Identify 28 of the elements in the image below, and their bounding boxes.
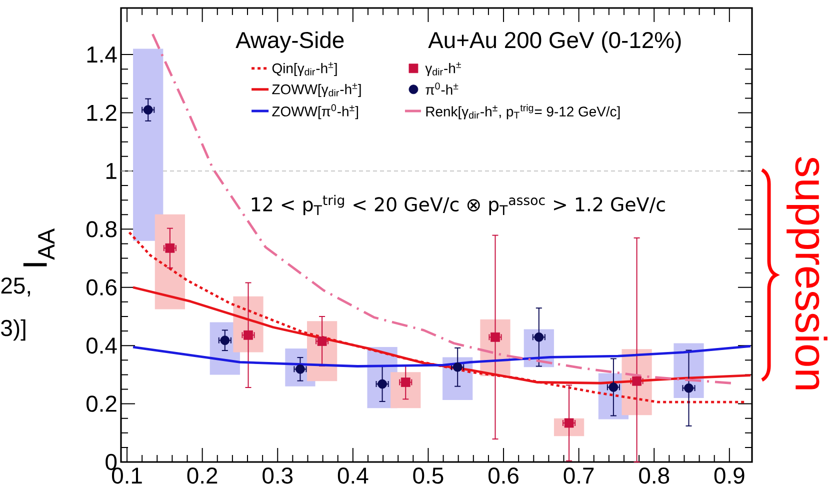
text: 25,	[1, 278, 30, 296]
legend-label: ZOWW[γ$_{dir}$-h$^{±}$]	[272, 83, 361, 98]
y-tick-label: 0.6	[86, 279, 116, 296]
legend-label: γ$_{dir}$-h$^{±}$	[425, 62, 461, 76]
legend-label: Renk[γ$_{dir}$-h$^{±}$, p$_{T}$$^{trig}$= 9-12 GeV/c]	[426, 104, 620, 120]
annotation: Au+Au 200 GeV (0-12%)	[428, 31, 681, 53]
x-tick-label: 0.8	[639, 468, 670, 484]
y-tick-label: 0.4	[86, 337, 117, 354]
y-tick-label: 0.8	[86, 221, 116, 238]
x-tick-label: 0.3	[262, 468, 293, 484]
x-tick-label: 0.9	[714, 468, 744, 484]
x-tick-label: 0.4	[338, 468, 368, 484]
y-tick-label: 0.2	[86, 396, 116, 412]
annotation: 12 < p$_{T}$$^{trig}$ < 20 GeV/c ⊗ p$_{T}$$^{assoc}$ > 1.2 GeV/c	[252, 194, 665, 216]
x-tick-label: 0.7	[564, 468, 594, 484]
x-tick-label: 0.2	[187, 468, 218, 484]
text: suppression	[786, 157, 828, 390]
text: 3)]	[1, 319, 26, 341]
y-tick-label: 1	[106, 163, 116, 179]
annotation: Away-Side	[236, 31, 344, 53]
y-tick-label: 1.4	[87, 46, 117, 62]
y-tick-label: 1.2	[87, 104, 116, 121]
y-axis-title: I$_{AA}$	[23, 228, 55, 266]
x-tick-label: 0.6	[488, 468, 518, 484]
legend-label: π$^{0}$-h$^{±}$	[426, 82, 458, 95]
x-tick-label: 0.5	[413, 468, 444, 484]
legend-label: Qin[γ$_{dir}$-h$^{±}$]	[272, 62, 337, 76]
legend-label: ZOWW[π$^{0}$-h$^{±}$]	[272, 104, 358, 120]
